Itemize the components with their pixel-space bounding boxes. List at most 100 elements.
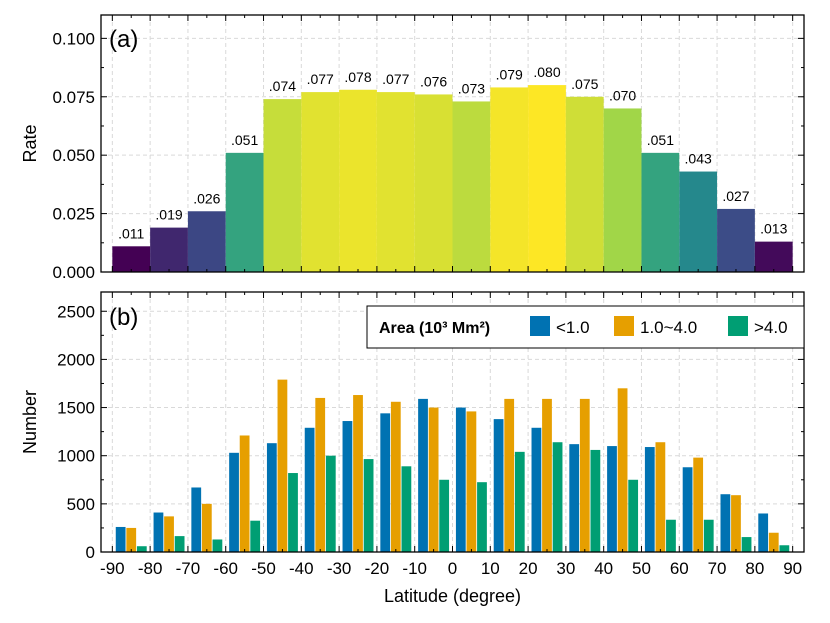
count-bar-series-1 — [191, 487, 202, 552]
count-bar-series-1 — [115, 526, 126, 552]
count-bar-series-3 — [666, 519, 676, 552]
count-bar-series-1 — [153, 512, 164, 552]
rate-data-label: .051 — [647, 132, 674, 148]
count-bar-series-2 — [239, 435, 250, 552]
legend: Area (10³ Mm²) <1.0 1.0~4.0 >4.0 — [366, 305, 805, 349]
rate-data-label: .080 — [533, 64, 560, 80]
x-tick-label: 40 — [594, 559, 613, 578]
rate-bar — [187, 211, 226, 272]
legend-label-series-1: <1.0 — [556, 318, 590, 337]
count-bar-series-1 — [682, 467, 693, 552]
count-bar-series-2 — [277, 379, 288, 552]
rate-bar — [263, 99, 302, 272]
panel-a-y-tick-label: 0.025 — [52, 205, 95, 224]
panel-b-frame — [100, 291, 805, 553]
count-bar-series-3 — [250, 520, 261, 552]
count-bar-series-3 — [212, 539, 223, 552]
count-bar-series-2 — [201, 503, 212, 552]
legend-swatch-series-3 — [728, 316, 748, 336]
rate-bar — [528, 85, 566, 272]
rate-data-label: .073 — [458, 80, 485, 96]
x-tick-label: 70 — [708, 559, 727, 578]
panel-b-y-axis-label: Number — [20, 390, 40, 454]
count-bar-series-2 — [428, 407, 439, 552]
count-bar-series-1 — [229, 452, 239, 552]
count-bar-series-3 — [363, 459, 374, 552]
x-tick-label: 90 — [783, 559, 802, 578]
legend-title: Area (10³ Mm²) — [379, 320, 490, 337]
count-bar-series-2 — [768, 532, 779, 552]
x-tick-label: -90 — [100, 559, 125, 578]
count-bar-series-2 — [390, 401, 401, 552]
rate-bar — [603, 108, 642, 272]
rate-bar — [150, 227, 188, 272]
x-tick-label: 60 — [670, 559, 689, 578]
rate-data-label: .079 — [496, 66, 523, 82]
count-bar-series-1 — [758, 513, 769, 552]
legend-swatch-series-1 — [530, 316, 550, 336]
x-tick-label: -40 — [289, 559, 314, 578]
count-bar-series-1 — [607, 446, 617, 552]
panel-a-label: (a) — [109, 26, 138, 53]
panel-a-frame — [100, 14, 805, 273]
rate-data-label: .013 — [760, 221, 787, 237]
rate-bar — [565, 96, 604, 272]
count-bar-series-3 — [741, 537, 752, 552]
x-tick-label: -70 — [176, 559, 201, 578]
count-bar-series-2 — [579, 398, 590, 552]
count-bar-series-2 — [542, 398, 552, 552]
count-bar-series-1 — [569, 444, 580, 552]
rate-bar — [339, 89, 377, 272]
rate-data-label: .078 — [344, 69, 371, 85]
count-bar-series-2 — [315, 397, 326, 552]
count-bar-series-2 — [731, 495, 741, 552]
rate-bar — [301, 92, 340, 272]
rate-data-label: .074 — [269, 78, 296, 94]
panel-a-bars — [112, 85, 793, 272]
count-bar-series-3 — [174, 536, 185, 552]
panel-a-y-axis-label: Rate — [20, 124, 40, 162]
panel-b-y-tick-label: 500 — [67, 495, 95, 514]
count-bar-series-1 — [493, 419, 504, 552]
count-bar-series-3 — [477, 482, 487, 552]
count-bar-series-3 — [401, 466, 412, 552]
count-bar-series-2 — [126, 527, 137, 552]
count-bar-series-1 — [720, 494, 731, 552]
x-tick-label: -60 — [213, 559, 238, 578]
rate-bar — [717, 208, 755, 272]
panel-a-y-tick-label: 0.075 — [52, 88, 95, 107]
count-bar-series-3 — [628, 479, 639, 552]
x-tick-label: 20 — [519, 559, 538, 578]
rate-bar — [754, 241, 793, 272]
panel-b-y-tick-label: 1500 — [57, 399, 95, 418]
legend-swatch-series-2 — [614, 316, 634, 336]
legend-label-series-2: 1.0~4.0 — [640, 318, 697, 337]
rate-bar — [414, 94, 453, 272]
count-bar-series-1 — [304, 427, 315, 552]
count-bar-series-3 — [552, 442, 563, 552]
rate-data-label: .043 — [685, 151, 712, 167]
count-bar-series-3 — [590, 449, 601, 552]
legend-items: <1.0 1.0~4.0 >4.0 — [530, 316, 788, 337]
count-bar-series-1 — [644, 447, 655, 552]
rate-bar — [490, 87, 529, 272]
count-bar-series-1 — [380, 413, 391, 552]
panel-b-y-tick-label: 2500 — [57, 302, 95, 321]
rate-data-label: .026 — [193, 190, 220, 206]
count-bar-series-1 — [418, 398, 428, 552]
count-bar-series-2 — [504, 398, 515, 552]
count-bar-series-1 — [342, 421, 353, 552]
count-bar-series-2 — [466, 411, 477, 552]
count-bar-series-1 — [266, 443, 277, 552]
count-bar-series-3 — [703, 519, 714, 552]
rate-bar — [376, 92, 415, 272]
panel-b-bars — [115, 379, 790, 552]
x-tick-label: 80 — [745, 559, 764, 578]
count-bar-series-3 — [439, 479, 450, 552]
count-bar-series-3 — [514, 451, 525, 552]
x-tick-label: 0 — [448, 559, 457, 578]
rate-data-label: .027 — [722, 188, 749, 204]
rate-bar — [112, 246, 151, 272]
count-bar-series-2 — [617, 388, 628, 552]
